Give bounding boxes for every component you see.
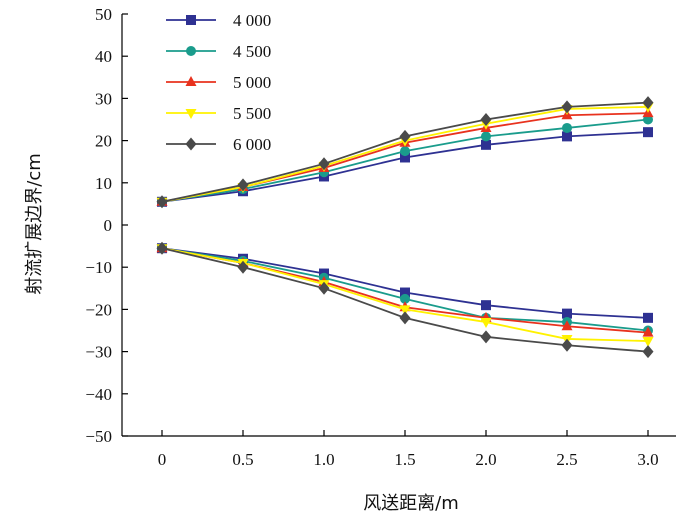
x-tick-label: 2.0 [475, 450, 496, 469]
legend: 4 000 4 500 5 000 5 500 6 000 [166, 11, 271, 154]
y-tick-label: 50 [95, 5, 112, 24]
x-tick-label: 1.0 [313, 450, 334, 469]
data-point-square [643, 312, 653, 323]
data-point-triangle-down [480, 318, 492, 329]
y-tick-label: −40 [85, 385, 112, 404]
data-point-diamond [642, 345, 654, 359]
data-point-square [643, 127, 653, 138]
data-point-triangle-down [399, 305, 411, 316]
legend-label: 4 000 [233, 11, 271, 30]
x-tick-label: 3.0 [637, 450, 658, 469]
x-tick-label: 2.5 [556, 450, 577, 469]
x-tick-label: 0 [158, 450, 167, 469]
x-axis-ticks: 0 0.5 1.0 1.5 2.0 2.5 3.0 [158, 430, 659, 469]
y-tick-label: 20 [95, 132, 112, 151]
axes [121, 14, 676, 437]
data-point-diamond [156, 195, 168, 209]
data-point-diamond [318, 157, 330, 171]
data-point-diamond [237, 260, 249, 274]
data-point-square [481, 300, 491, 311]
data-point-circle [186, 46, 196, 56]
x-axis-label: 风送距离/m [363, 493, 459, 514]
data-point-diamond [185, 137, 197, 151]
y-tick-label: 0 [104, 216, 113, 235]
x-tick-label: 0.5 [232, 450, 253, 469]
data-point-square [400, 152, 410, 163]
data-point-triangle-up [561, 320, 573, 331]
y-tick-label: −50 [85, 427, 112, 446]
y-tick-label: 40 [95, 47, 112, 66]
data-point-diamond [561, 100, 573, 114]
legend-label: 6 000 [233, 135, 271, 154]
y-tick-label: 10 [95, 174, 112, 193]
data-point-triangle-up [185, 76, 197, 86]
data-point-diamond [156, 241, 168, 255]
data-point-circle [481, 131, 491, 142]
y-axis-ticks: 50 40 30 20 10 0 −10 −20 −30 −40 −50 [85, 5, 128, 446]
y-axis-label: 射流扩展边界/cm [24, 153, 45, 295]
x-tick-label: 1.5 [394, 450, 415, 469]
series-layer [156, 96, 654, 359]
legend-label: 4 500 [233, 42, 271, 61]
y-tick-label: −10 [85, 258, 112, 277]
data-point-diamond [480, 330, 492, 344]
data-point-square [562, 308, 572, 319]
data-point-circle [400, 146, 410, 157]
legend-label: 5 000 [233, 73, 271, 92]
data-point-triangle-down [642, 337, 654, 348]
y-tick-label: 30 [95, 89, 112, 108]
data-point-square [186, 15, 196, 25]
y-tick-label: −30 [85, 343, 112, 362]
data-point-diamond [642, 96, 654, 110]
y-tick-label: −20 [85, 300, 112, 319]
series [156, 96, 654, 359]
data-point-diamond [399, 311, 411, 325]
data-point-square [400, 287, 410, 298]
legend-label: 5 500 [233, 104, 271, 123]
data-point-diamond [237, 178, 249, 192]
data-point-diamond [480, 113, 492, 126]
data-point-circle [562, 122, 572, 133]
data-point-square [481, 139, 491, 150]
data-point-triangle-down [185, 109, 197, 119]
data-point-square [562, 131, 572, 142]
data-point-diamond [318, 281, 330, 295]
data-point-diamond [561, 338, 573, 352]
data-point-diamond [399, 129, 411, 143]
series [157, 127, 653, 323]
data-point-circle [400, 293, 410, 304]
data-point-triangle-up [642, 326, 654, 337]
